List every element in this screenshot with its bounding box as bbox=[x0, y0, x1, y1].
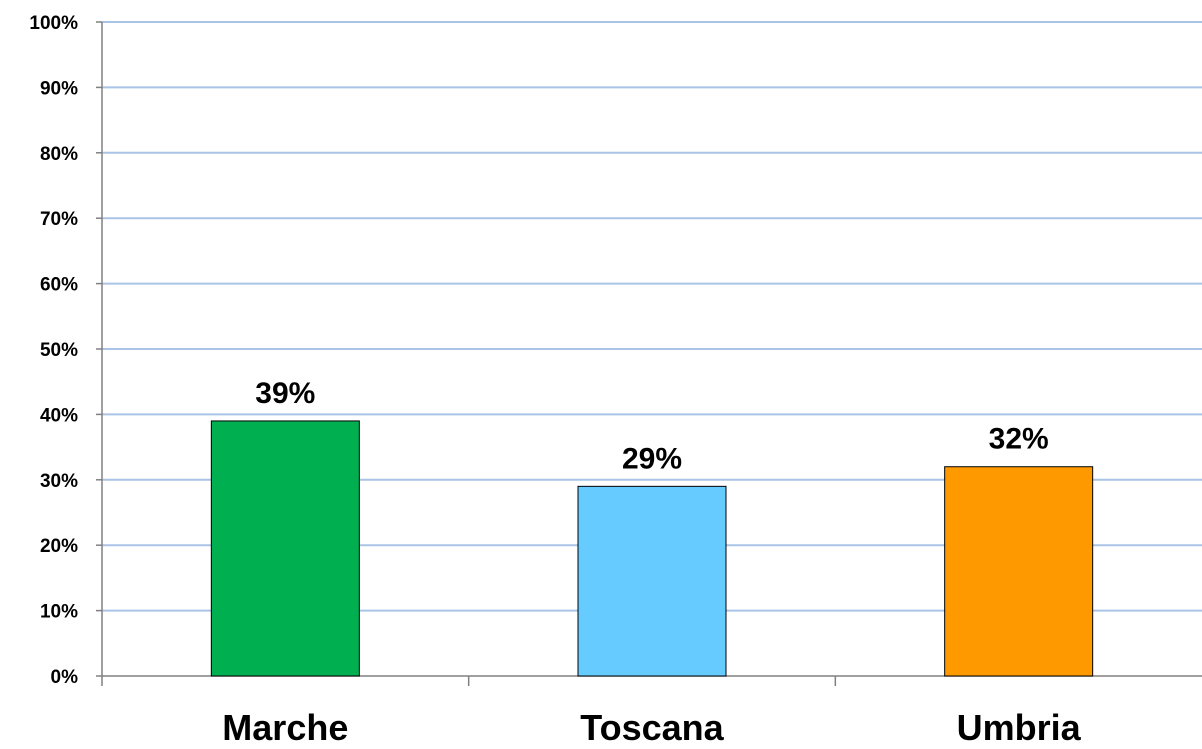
data-label-umbria: 32% bbox=[989, 423, 1049, 456]
y-tick-label: 50% bbox=[40, 340, 78, 361]
bar-umbria bbox=[944, 466, 1094, 677]
y-tick-label: 30% bbox=[40, 471, 78, 492]
y-tick-label: 10% bbox=[40, 602, 78, 623]
bars bbox=[210, 420, 1094, 677]
y-tick-label: 100% bbox=[29, 13, 78, 34]
x-category-label-umbria: Umbria bbox=[957, 707, 1082, 744]
y-tick-label: 70% bbox=[40, 209, 78, 230]
y-axis-tick-labels: 0% 10% 20% 30% 40% 50% 60% 70% 80% 90% 100% bbox=[29, 13, 78, 688]
data-label-toscana: 29% bbox=[622, 442, 682, 475]
y-tick-label: 0% bbox=[51, 667, 79, 688]
x-category-label-marche: Marche bbox=[222, 707, 348, 744]
y-tick-label: 20% bbox=[40, 536, 78, 557]
data-labels: 39% 29% 32% bbox=[255, 377, 1048, 475]
y-tick-label: 40% bbox=[40, 405, 78, 426]
x-axis-category-labels: Marche Toscana Umbria bbox=[222, 707, 1082, 748]
x-category-label-toscana: Toscana bbox=[580, 707, 724, 744]
y-tick-label: 80% bbox=[40, 144, 78, 165]
bar-toscana bbox=[577, 485, 727, 677]
y-tick-label: 90% bbox=[40, 78, 78, 99]
data-label-marche: 39% bbox=[255, 377, 315, 410]
y-tick-label: 60% bbox=[40, 275, 78, 296]
bar-marche bbox=[210, 420, 360, 677]
